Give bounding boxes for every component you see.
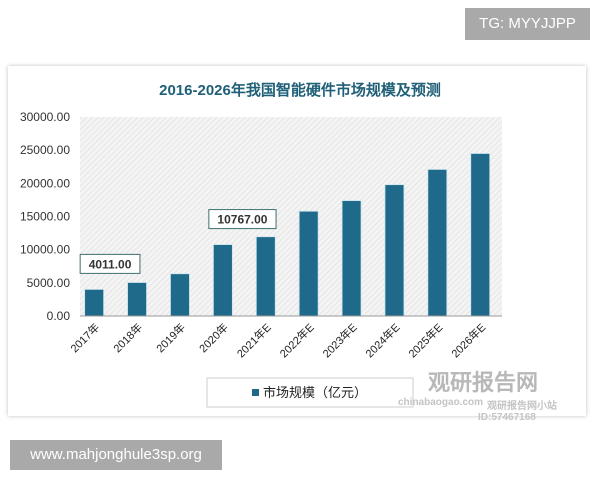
bar [427,169,448,317]
x-tick-label: 2022年E [277,320,317,360]
x-tick-label: 2018年 [110,320,145,355]
bar [170,273,190,317]
data-label-box [79,253,141,274]
bar [84,288,105,317]
watermark-brand: 观研报告网 [428,370,539,395]
y-tick-label: 5000.00 [27,276,71,290]
legend-swatch [252,389,259,396]
y-tick-label: 0.00 [47,309,71,323]
data-label: 10767.00 [217,213,267,227]
y-tick-label: 25000.00 [20,143,70,157]
legend [206,377,414,408]
x-tick-label: 2017年 [67,320,102,355]
watermark-sub: chinabaogao.com [398,397,484,408]
x-tick-label: 2024年E [362,320,402,360]
bar [298,210,319,317]
x-tick-label: 2026年E [448,320,488,360]
watermark-note: 观研报告网小站 [487,401,558,412]
data-label-box [208,209,277,230]
x-tick-label: 2021年E [234,320,274,360]
overlay-tag: TG: MYYJJPP [465,8,590,40]
y-tick-label: 15000.00 [20,210,70,224]
y-tick-label: 30000.00 [20,110,70,124]
x-tick-label: 2025年E [405,320,445,360]
bar [255,236,276,317]
overlay-url: www.mahjonghule3sp.org [10,440,222,470]
x-tick-label: 2023年E [320,320,360,360]
bar [384,184,405,317]
bar [341,200,362,317]
bar [127,282,147,317]
chart-title: 2016-2026年我国智能硬件市场规模及预测 [159,81,441,99]
data-label: 4011.00 [89,257,132,271]
y-tick-label: 20000.00 [20,176,70,190]
legend-label: 市场规模（亿元） [263,385,367,400]
bar [212,244,233,317]
watermark-id: ID:57467168 [478,412,536,423]
x-tick-label: 2019年 [153,320,188,355]
bar [470,153,491,317]
watermark: 观研报告网 chinabaogao.com 观研报告网小站 ID:57467168 [398,365,557,423]
x-tick-label: 2020年 [196,320,231,355]
y-tick-label: 10000.00 [20,243,70,257]
